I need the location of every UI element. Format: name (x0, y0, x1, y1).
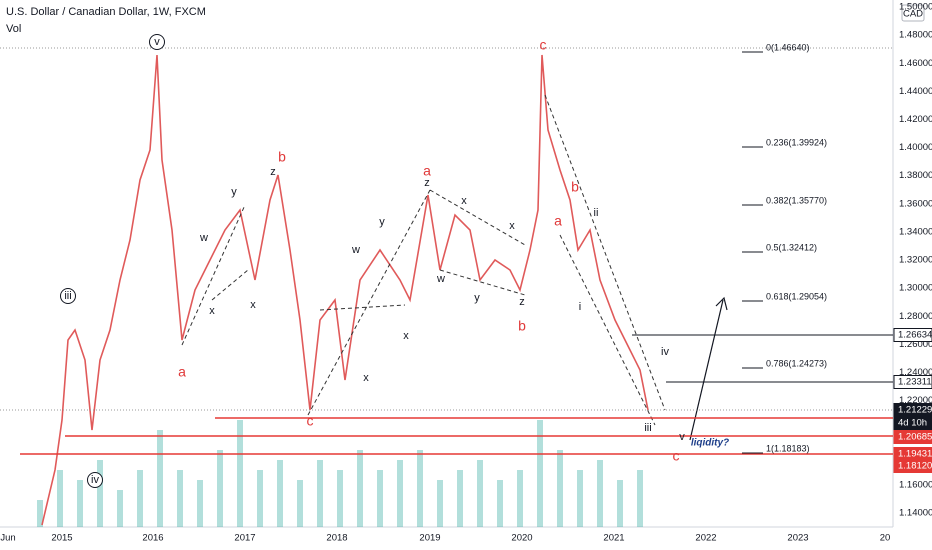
wave-label: x (363, 372, 369, 384)
wave-label: a (178, 364, 186, 380)
wave-label: b (571, 179, 579, 195)
currency-box[interactable] (901, 4, 925, 22)
wave-label: c (540, 37, 547, 53)
wave-circle (149, 34, 165, 50)
price-label: 1.36000 (899, 198, 932, 209)
price-tag: 4d 10h (898, 418, 927, 429)
wave-label: v (154, 36, 160, 48)
fib-label: 0.236(1.39924) (766, 137, 827, 147)
channels (181, 94, 666, 426)
wave-label: b (518, 318, 526, 334)
time-label: Jun (0, 533, 15, 544)
fib-label: 0.382(1.35770) (766, 195, 827, 205)
volume (37, 420, 643, 527)
price-label: 1.42000 (899, 114, 932, 125)
currency[interactable]: CAD (903, 9, 923, 20)
wave-label: iii (644, 422, 651, 434)
price-tag-bg (893, 430, 932, 444)
time-label: 2023 (787, 533, 808, 544)
wave-label: c (307, 413, 314, 429)
price-label: 1.14000 (899, 508, 932, 519)
price-label: 1.40000 (899, 142, 932, 153)
volume-label: Vol (6, 23, 21, 35)
wave-label: z (424, 177, 430, 189)
price-label: 1.24000 (899, 367, 932, 378)
wave-label: y (379, 216, 385, 228)
price-tag: 1.18120 (898, 461, 932, 472)
time-label: 2019 (419, 533, 440, 544)
wave-label: iv (661, 346, 669, 358)
time-label: 2017 (234, 533, 255, 544)
wave-circle (60, 288, 76, 304)
arrow-head (715, 296, 728, 311)
price-tag-bg (893, 375, 932, 389)
fib-label: 0(1.46640) (766, 42, 810, 52)
fib-label: 0.5(1.32412) (766, 242, 817, 252)
price-label: 1.44000 (899, 86, 932, 97)
price-tag-bg (893, 459, 932, 473)
price-tag: 1.19431 (898, 449, 932, 460)
price-label: 1.48000 (899, 30, 932, 41)
time-label: 20 (880, 533, 891, 544)
wave-label: w (199, 232, 208, 244)
time-label: 2018 (326, 533, 347, 544)
wave-label: w (351, 244, 360, 256)
wave-label: b (278, 149, 286, 165)
wave-label: iii (64, 290, 71, 302)
price-tag: 1.26634 (898, 330, 932, 341)
wave-label: x (403, 330, 409, 342)
wave-label: a (554, 213, 562, 229)
wave-label: x (509, 220, 515, 232)
price-label: 1.30000 (899, 283, 932, 294)
wave-label: i (579, 301, 581, 313)
time-label: 2022 (695, 533, 716, 544)
symbol-title: U.S. Dollar / Canadian Dollar, 1W, FXCM (6, 6, 206, 18)
wave-label: w (436, 273, 445, 285)
time-label: 2021 (603, 533, 624, 544)
fib-label: 0.786(1.24273) (766, 358, 827, 368)
wave-label: v (679, 431, 685, 443)
fib-label: 1(1.18183) (766, 443, 810, 453)
time-label: 2020 (511, 533, 532, 544)
wave-label: iv (91, 474, 99, 486)
price-label: 1.22000 (899, 395, 932, 406)
wave-label: y (474, 292, 480, 304)
wave-label: x (250, 299, 256, 311)
wave-label: z (270, 166, 276, 178)
time-label: 2016 (142, 533, 163, 544)
price-tag: 1.21229 (898, 405, 932, 416)
price-tag: 1.23311 (898, 377, 932, 388)
price-label: 1.28000 (899, 311, 932, 322)
wave-label: ii (594, 207, 599, 219)
price-label: 1.32000 (899, 255, 932, 266)
price-label: 1.46000 (899, 58, 932, 69)
wave-label: a (423, 163, 431, 179)
time-label: 2015 (51, 533, 72, 544)
wave-label: x (209, 305, 215, 317)
wave-label: z (519, 296, 525, 308)
price-tag-bg (893, 328, 932, 342)
price-tag: 1.20685 (898, 432, 932, 443)
price-label: 1.50000 (899, 2, 932, 13)
wave-label: liqidity? (691, 438, 729, 449)
wave-label: x (461, 195, 467, 207)
arrow (689, 299, 724, 441)
price-label: 1.26000 (899, 339, 932, 350)
price-tag-bg (893, 416, 932, 430)
price-label: 1.16000 (899, 480, 932, 491)
wave-label: c (673, 448, 680, 464)
wave-label: y (231, 186, 237, 198)
price-path (41, 54, 649, 526)
price-label: 1.34000 (899, 226, 932, 237)
fib-label: 0.618(1.29054) (766, 291, 827, 301)
wave-circle (87, 472, 103, 488)
price-label: 1.38000 (899, 170, 932, 181)
